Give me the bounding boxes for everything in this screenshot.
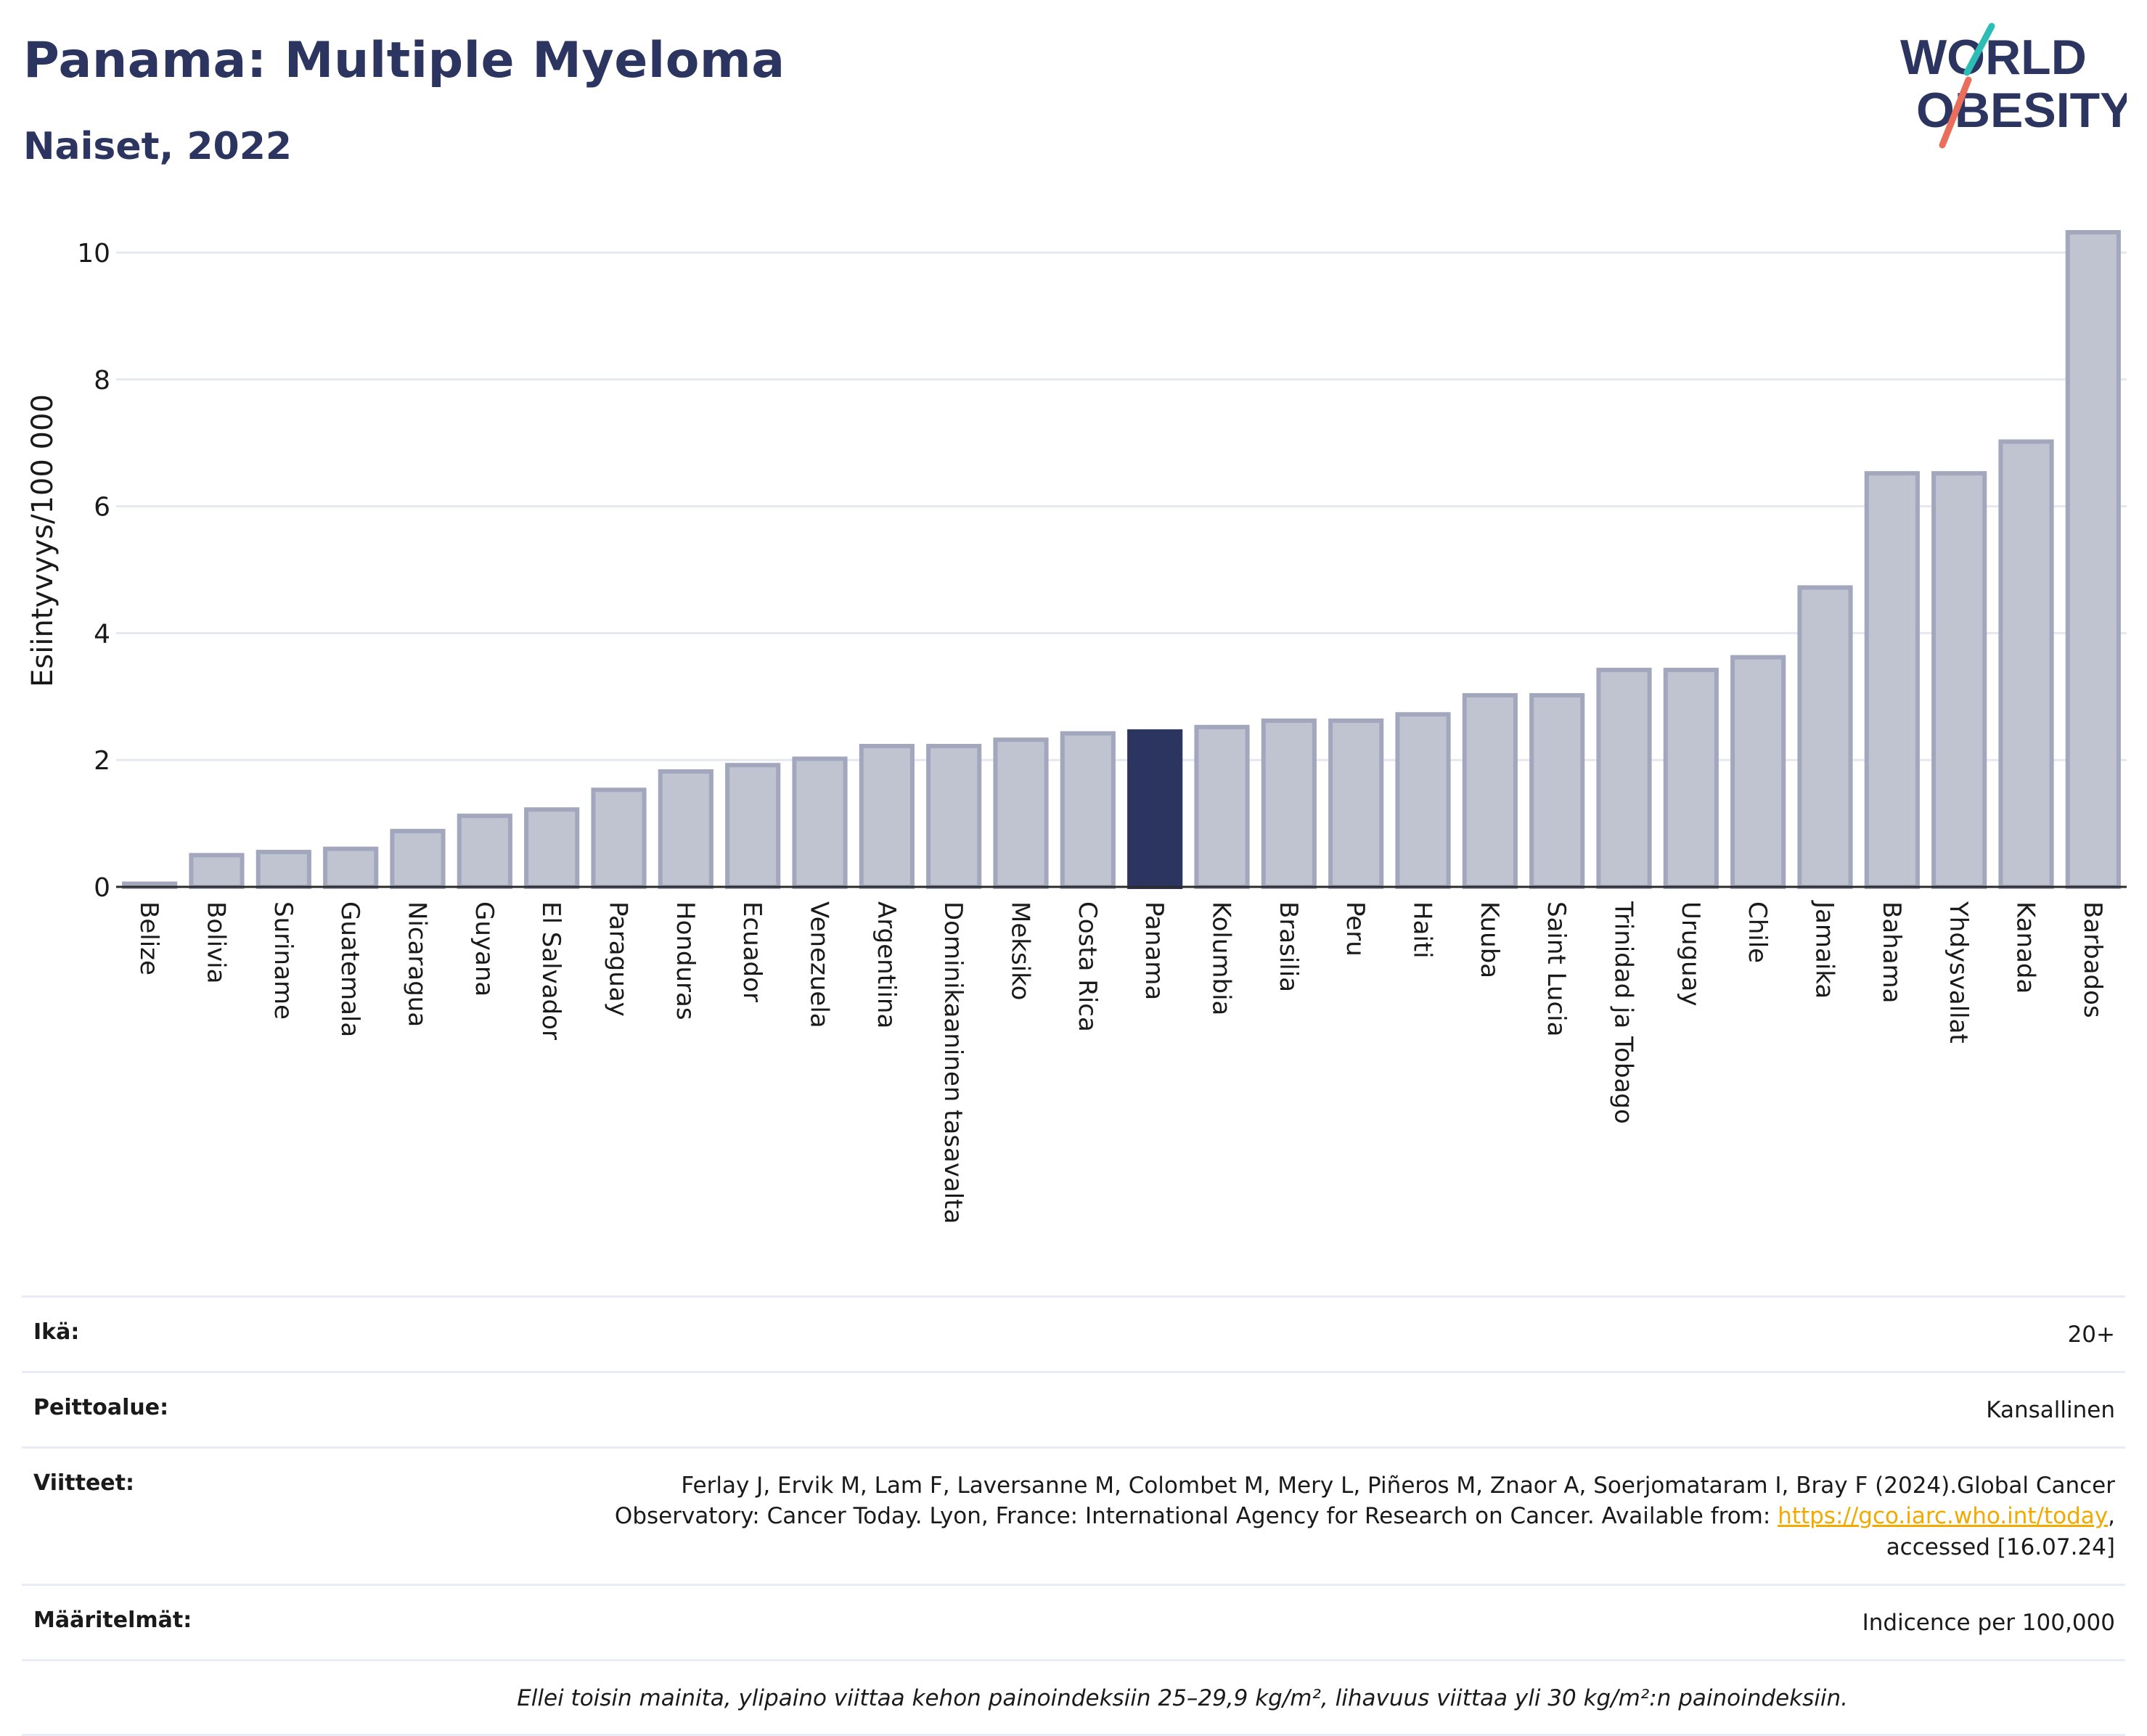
bar-bolivia [189, 853, 245, 890]
references-text-2: Observatory: Cancer Today. Lyon, France:… [614, 1503, 1771, 1530]
page-subtitle: Naiset, 2022 [23, 125, 293, 168]
references-value: Ferlay J, Ervik M, Lam F, Laversanne M, … [615, 1470, 2115, 1563]
x-tick-label: Kolumbia [1207, 901, 1236, 1015]
bar-ecuador [725, 763, 781, 890]
coverage-value: Kansallinen [1986, 1396, 2115, 1423]
bar-venezuela [792, 756, 848, 890]
references-label: Viitteet: [33, 1470, 134, 1496]
bar-kanada [1998, 439, 2054, 889]
meta-row-references: Viitteet: Ferlay J, Ervik M, Lam F, Lave… [22, 1446, 2125, 1584]
y-tick-label: 2 [94, 746, 110, 776]
logo-slash-teal [1963, 22, 1995, 76]
bar-peru [1328, 718, 1384, 890]
x-tick-label: Barbados [2078, 901, 2107, 1018]
x-tick-label: Chile [1743, 901, 1772, 963]
world-obesity-logo: WORLD OBESITY [1900, 22, 2127, 149]
bar-honduras [658, 769, 713, 889]
bar-saint-lucia [1529, 693, 1585, 889]
x-tick-label: Peru [1341, 901, 1370, 957]
definitions-value: Indicence per 100,000 [1862, 1609, 2115, 1636]
x-tick-label: Suriname [269, 901, 298, 1020]
bar-guyana [457, 814, 512, 890]
bar-uruguay [1663, 668, 1719, 889]
age-value: 20+ [2067, 1322, 2115, 1348]
bar-dominikaaninen-tasavalta [926, 743, 982, 890]
y-tick-label: 10 [77, 239, 110, 269]
x-tick-label: Venezuela [805, 901, 834, 1028]
x-tick-label: Panama [1140, 901, 1169, 1000]
x-tick-label: Ecuador [737, 901, 766, 1002]
bar-kolumbia [1194, 724, 1250, 890]
bar-paraguay [591, 787, 647, 889]
bar-haiti [1395, 712, 1451, 889]
footnote: Ellei toisin mainita, ylipaino viittaa k… [517, 1684, 1848, 1711]
x-tick-label: Jamaika [1810, 900, 1839, 999]
coverage-label: Peittoalue: [33, 1394, 169, 1420]
bar-trinidad-ja-tobago [1596, 668, 1652, 889]
x-tick-label: El Salvador [536, 901, 565, 1040]
x-tick-label: Dominikaaninen tasavalta [938, 901, 968, 1224]
y-tick-label: 4 [94, 619, 110, 649]
bar-brasilia [1261, 718, 1317, 890]
x-tick-label: Argentiina [872, 901, 901, 1028]
x-tick-label: Meksiko [1006, 901, 1035, 1000]
y-tick-label: 6 [94, 493, 110, 523]
references-text-3: , [2108, 1503, 2115, 1530]
references-text-1: Ferlay J, Ervik M, Lam F, Laversanne M, … [681, 1472, 2115, 1499]
x-tick-label: Costa Rica [1073, 901, 1102, 1032]
logo-word-world: WORLD [1900, 30, 2087, 85]
x-tick-label: Haiti [1408, 901, 1437, 959]
definitions-label: Määritelmät: [33, 1607, 192, 1633]
y-axis-title: Esiintyvyys/100 000 [26, 394, 60, 687]
references-link[interactable]: https://gco.iarc.who.int/today [1778, 1503, 2109, 1530]
bar-chart: 0 2 4 6 8 10 Belize Bolivia Suriname Guatemala Ni… [26, 230, 2127, 1224]
x-axis-labels: Belize Bolivia Suriname Guatemala Nicaragua G… [134, 900, 2107, 1224]
bar-guatemala [323, 846, 379, 890]
x-tick-label: Kuuba [1475, 901, 1504, 978]
metadata-table: Ikä: 20+ Peittoalue: Kansallinen Viittee… [22, 1295, 2125, 1736]
bars [122, 230, 2121, 890]
x-tick-label: Guatemala [335, 901, 364, 1037]
x-tick-label: Paraguay [604, 901, 633, 1017]
x-tick-label: Uruguay [1676, 901, 1705, 1007]
bar-bahama [1864, 471, 1920, 889]
x-tick-label: Belize [134, 901, 163, 975]
x-tick-label: Nicaragua [403, 901, 432, 1027]
bar-nicaragua [390, 829, 446, 890]
x-tick-label: Kanada [2011, 901, 2040, 994]
x-tick-label: Bahama [1877, 901, 1906, 1004]
bar-kuuba [1462, 693, 1518, 889]
bar-el-salvador [524, 807, 580, 889]
x-tick-label: Yhdysvallat [1944, 901, 1973, 1044]
x-tick-label: Saint Lucia [1542, 901, 1571, 1036]
page-title: Panama: Multiple Myeloma [23, 32, 785, 89]
bar-meksiko [993, 737, 1049, 889]
bar-argentiina [859, 743, 915, 890]
meta-row-age: Ikä: 20+ [22, 1295, 2125, 1371]
x-tick-label: Trinidad ja Tobago [1609, 901, 1638, 1124]
references-text-4: accessed [16.07.24] [1886, 1534, 2115, 1561]
bar-panama [1127, 729, 1183, 889]
bar-yhdysvallat [1931, 471, 1987, 889]
bar-jamaika [1797, 585, 1853, 889]
x-tick-label: Guyana [470, 901, 499, 996]
bar-costa-rica [1060, 731, 1116, 889]
x-tick-label: Bolivia [202, 901, 231, 983]
age-label: Ikä: [33, 1319, 80, 1345]
meta-row-note: Ellei toisin mainita, ylipaino viittaa k… [22, 1658, 2125, 1736]
bar-barbados [2065, 230, 2121, 890]
x-tick-label: Brasilia [1274, 901, 1303, 992]
bar-chile [1730, 655, 1786, 889]
y-tick-label: 0 [94, 873, 110, 903]
y-tick-label: 8 [94, 366, 110, 396]
meta-row-definitions: Määritelmät: Indicence per 100,000 [22, 1583, 2125, 1659]
meta-row-coverage: Peittoalue: Kansallinen [22, 1370, 2125, 1446]
logo-slash-coral [1939, 76, 1972, 149]
grid-layer [116, 251, 2127, 761]
bar-suriname [255, 849, 311, 890]
x-tick-label: Honduras [671, 901, 700, 1020]
y-axis-ticks: 0 2 4 6 8 10 [77, 239, 110, 903]
